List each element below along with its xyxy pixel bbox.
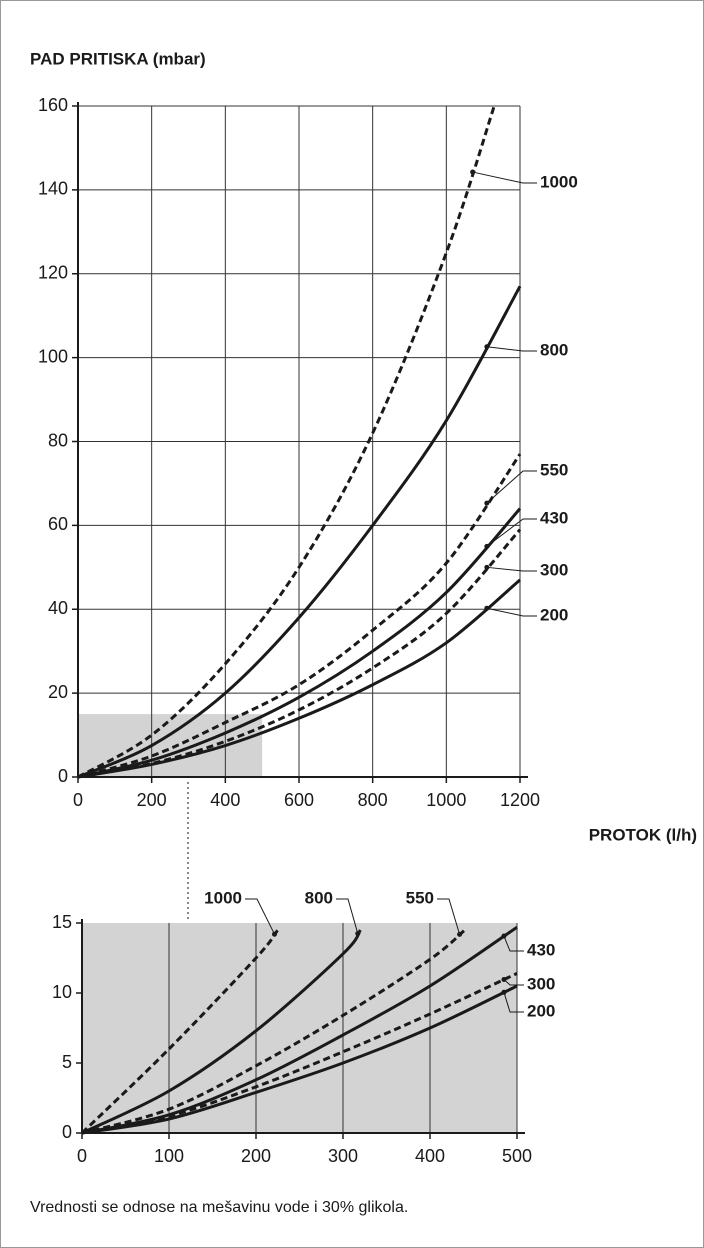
x-tick-label: 0 xyxy=(73,790,83,810)
label-leader xyxy=(503,935,524,952)
x-tick-label: 200 xyxy=(137,790,167,810)
x-tick-label: 400 xyxy=(210,790,240,810)
label-leader xyxy=(486,566,537,572)
curve xyxy=(81,972,518,1135)
label-leader xyxy=(503,992,524,1013)
curve xyxy=(77,285,522,779)
x-tick-label: 800 xyxy=(358,790,388,810)
series-label: 200 xyxy=(540,605,568,624)
series-label: 800 xyxy=(540,340,568,359)
x-tick-label: 300 xyxy=(328,1146,358,1166)
series-label: 800 xyxy=(305,888,333,907)
y-tick-label: 0 xyxy=(62,1122,72,1142)
label-leader xyxy=(486,607,537,617)
curve xyxy=(77,578,521,779)
curve xyxy=(77,453,522,779)
y-tick-label: 120 xyxy=(38,263,68,283)
curve xyxy=(81,984,518,1135)
label-leader xyxy=(486,346,537,352)
label-leader xyxy=(486,518,537,547)
y-tick-label: 60 xyxy=(48,514,68,534)
y-tick-label: 5 xyxy=(62,1052,72,1072)
curve xyxy=(81,929,362,1135)
y-tick-label: 20 xyxy=(48,682,68,702)
series-label: 550 xyxy=(406,888,434,907)
x-tick-label: 1000 xyxy=(426,790,466,810)
y-tick-label: 40 xyxy=(48,598,68,618)
x-tick-label: 200 xyxy=(241,1146,271,1166)
label-leader xyxy=(486,470,537,504)
series-label: 430 xyxy=(527,940,555,959)
label-leader xyxy=(472,171,537,184)
x-tick-label: 100 xyxy=(154,1146,184,1166)
curve xyxy=(77,528,522,779)
curve xyxy=(77,507,522,779)
y-tick-label: 0 xyxy=(58,766,68,786)
series-label: 1000 xyxy=(204,888,242,907)
label-leader xyxy=(437,898,461,935)
series-label: 300 xyxy=(527,974,555,993)
series-label: 300 xyxy=(540,560,568,579)
curve xyxy=(77,105,496,779)
x-tick-label: 0 xyxy=(77,1146,87,1166)
curve xyxy=(80,929,279,1135)
x-tick-label: 1200 xyxy=(500,790,540,810)
x-tick-label: 500 xyxy=(502,1146,532,1166)
y-tick-label: 10 xyxy=(52,982,72,1002)
y-tick-label: 140 xyxy=(38,179,68,199)
series-label: 200 xyxy=(527,1001,555,1020)
label-leader xyxy=(336,898,359,934)
label-leader xyxy=(503,979,524,986)
y-tick-label: 80 xyxy=(48,430,68,450)
y-tick-label: 100 xyxy=(38,346,68,366)
series-label: 430 xyxy=(540,508,568,527)
label-leader xyxy=(245,898,275,935)
series-label: 550 xyxy=(540,460,568,479)
x-tick-label: 400 xyxy=(415,1146,445,1166)
x-tick-label: 600 xyxy=(284,790,314,810)
y-tick-label: 15 xyxy=(52,912,72,932)
footnote: Vrednosti se odnose na mešavinu vode i 3… xyxy=(30,1199,408,1216)
x-axis-title: PROTOK (l/h) xyxy=(589,825,697,844)
y-tick-label: 160 xyxy=(38,95,68,115)
curve xyxy=(81,928,466,1135)
series-label: 1000 xyxy=(540,172,578,191)
y-axis-title: PAD PRITISKA (mbar) xyxy=(30,49,206,68)
